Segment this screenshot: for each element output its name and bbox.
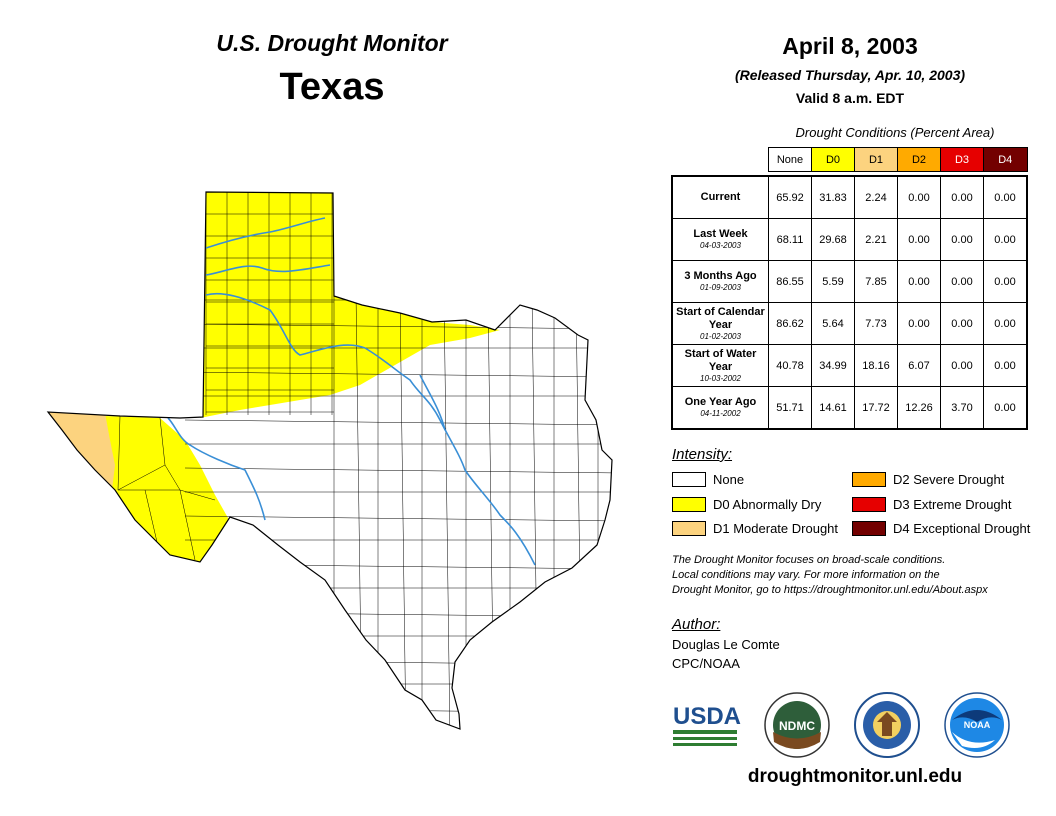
table-cell: 6.07 xyxy=(897,344,941,387)
map-date: April 8, 2003 xyxy=(782,33,918,59)
table-cell: 86.62 xyxy=(768,302,812,345)
table-cell: 68.11 xyxy=(768,218,812,261)
table-cell: 5.64 xyxy=(811,302,855,345)
table-cell: 0.00 xyxy=(940,218,984,261)
state-title: Texas xyxy=(279,66,385,108)
table-cell: 12.26 xyxy=(897,386,941,430)
row-label: 3 Months Ago 01-09-2003 xyxy=(671,260,769,303)
col-header-d0: D0 xyxy=(811,147,855,172)
d1-region-west xyxy=(48,405,115,490)
legend-swatch xyxy=(672,472,706,487)
legend-title: Intensity: xyxy=(672,446,733,463)
row-label: Start of Calendar Year 01-02-2003 xyxy=(671,302,769,345)
row-label: Last Week 04-03-2003 xyxy=(671,218,769,261)
row-label: One Year Ago 04-11-2002 xyxy=(671,386,769,430)
svg-text:NOAA: NOAA xyxy=(964,720,991,730)
table-cell: 51.71 xyxy=(768,386,812,430)
table-cell: 0.00 xyxy=(983,175,1028,219)
table-cell: 0.00 xyxy=(983,344,1028,387)
table-row: One Year Ago 04-11-2002 51.71 14.61 17.72 12.… xyxy=(671,386,1028,430)
table-cell: 40.78 xyxy=(768,344,812,387)
legend-item-d0: D0 Abnormally Dry xyxy=(672,497,821,512)
table-cell: 0.00 xyxy=(983,260,1028,303)
col-header-d1: D1 xyxy=(854,147,898,172)
table-cell: 0.00 xyxy=(897,302,941,345)
disclaimer-note: The Drought Monitor focuses on broad-sca… xyxy=(672,554,988,596)
table-cell: 0.00 xyxy=(983,218,1028,261)
legend-item-d1: D1 Moderate Drought xyxy=(672,521,838,536)
table-row: Last Week 04-03-2003 68.11 29.68 2.21 0.00 0.0… xyxy=(671,218,1028,261)
table-cell: 2.21 xyxy=(854,218,898,261)
texas-map xyxy=(47,191,613,730)
table-cell: 31.83 xyxy=(811,175,855,219)
table-cell: 0.00 xyxy=(983,386,1028,430)
table-cell: 0.00 xyxy=(940,302,984,345)
legend-swatch xyxy=(672,497,706,512)
row-date: 10-03-2002 xyxy=(700,373,741,383)
row-label: Start of Water Year 10-03-2002 xyxy=(671,344,769,387)
table-cell: 0.00 xyxy=(897,175,941,219)
legend-item-d3: D3 Extreme Drought xyxy=(852,497,1012,512)
table-cell: 0.00 xyxy=(983,302,1028,345)
author-name: Douglas Le Comte xyxy=(672,637,780,652)
agency-logos: USDA NDMC NOAA xyxy=(673,692,1010,758)
table-cell: 17.72 xyxy=(854,386,898,430)
table-row: Current 65.92 31.83 2.24 0.00 0.00 0.00 xyxy=(671,175,1028,219)
col-header-d2: D2 xyxy=(897,147,941,172)
col-header-d4: D4 xyxy=(983,147,1028,172)
author-org: CPC/NOAA xyxy=(672,656,740,671)
svg-text:USDA: USDA xyxy=(673,703,741,730)
table-cell: 5.59 xyxy=(811,260,855,303)
commerce-seal-icon[interactable] xyxy=(854,692,920,758)
table-cell: 86.55 xyxy=(768,260,812,303)
map-title: U.S. Drought Monitor xyxy=(216,30,448,56)
rivers xyxy=(167,217,536,566)
table-row: Start of Water Year 10-03-2002 40.78 34.99 1… xyxy=(671,344,1028,387)
website-link[interactable]: droughtmonitor.unl.edu xyxy=(747,766,963,787)
table-cell: 2.24 xyxy=(854,175,898,219)
table-cell: 3.70 xyxy=(940,386,984,430)
valid-time: Valid 8 a.m. EDT xyxy=(795,90,905,106)
legend-swatch xyxy=(672,521,706,536)
table-row: Start of Calendar Year 01-02-2003 86.62 5.6… xyxy=(671,302,1028,345)
ndmc-logo[interactable]: NDMC xyxy=(764,692,830,758)
table-row: 3 Months Ago 01-09-2003 86.55 5.59 7.85 0.00 0… xyxy=(671,260,1028,303)
legend-swatch xyxy=(852,472,886,487)
table-cell: 65.92 xyxy=(768,175,812,219)
table-cell: 18.16 xyxy=(854,344,898,387)
svg-text:NDMC: NDMC xyxy=(779,719,815,733)
row-label: Current xyxy=(671,175,769,219)
drought-conditions-table: None D0 D1 D2 D3 D4 Current 65.92 31.83 2.2… xyxy=(671,147,1028,430)
author-label: Author: xyxy=(672,616,721,633)
table-cell: 0.00 xyxy=(940,260,984,303)
row-date: 04-11-2002 xyxy=(700,409,741,418)
legend-item-d2: D2 Severe Drought xyxy=(852,472,1004,487)
table-cell: 7.85 xyxy=(854,260,898,303)
row-date: 01-09-2003 xyxy=(700,283,741,292)
table-cell: 0.00 xyxy=(940,175,984,219)
legend-swatch xyxy=(852,521,886,536)
table-cell: 7.73 xyxy=(854,302,898,345)
col-header-d3: D3 xyxy=(940,147,984,172)
table-cell: 14.61 xyxy=(811,386,855,430)
table-title: Drought Conditions (Percent Area) xyxy=(795,125,995,140)
noaa-logo[interactable]: NOAA xyxy=(944,692,1010,758)
col-header-none: None xyxy=(768,147,812,172)
legend-item-d4: D4 Exceptional Drought xyxy=(852,521,1030,536)
row-date: 04-03-2003 xyxy=(700,241,741,250)
legend-swatch xyxy=(852,497,886,512)
table-cell: 0.00 xyxy=(897,218,941,261)
row-date: 01-02-2003 xyxy=(700,331,741,341)
release-date: (Released Thursday, Apr. 10, 2003) xyxy=(734,67,966,83)
table-cell: 29.68 xyxy=(811,218,855,261)
table-cell: 0.00 xyxy=(940,344,984,387)
table-cell: 0.00 xyxy=(897,260,941,303)
usda-logo[interactable]: USDA xyxy=(673,703,741,746)
table-cell: 34.99 xyxy=(811,344,855,387)
legend-item-none: None xyxy=(672,472,744,487)
